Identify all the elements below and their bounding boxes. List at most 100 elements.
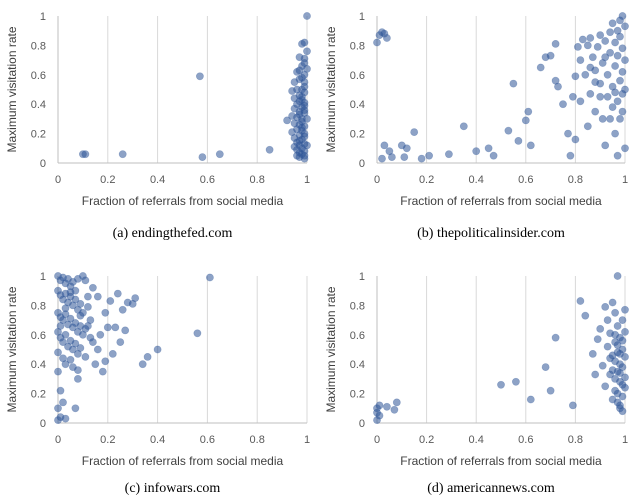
x-tick-label-5: 1: [622, 434, 628, 446]
x-tick-label-1: 0.2: [100, 174, 115, 186]
data-point: [611, 330, 619, 339]
caption-d: (d) americannews.com: [427, 481, 555, 496]
data-point: [586, 34, 595, 42]
data-point: [295, 97, 304, 106]
data-point: [583, 122, 592, 131]
y-tick-label-4: 0.8: [350, 300, 365, 312]
y-tick-label-1: 0.2: [350, 129, 365, 141]
data-point: [193, 329, 202, 338]
data-point: [611, 308, 619, 317]
data-point: [138, 360, 147, 369]
y-tick-label-5: 1: [40, 271, 46, 283]
data-point: [613, 51, 622, 60]
data-point: [66, 314, 75, 323]
data-point: [621, 56, 629, 64]
data-point: [303, 115, 311, 123]
y-tick-label-1: 0.2: [31, 389, 46, 401]
data-point: [601, 141, 610, 150]
y-tick-label-3: 0.6: [31, 70, 46, 82]
x-axis-label: Fraction of referrals from social media: [82, 194, 284, 208]
x-axis-label: Fraction of referrals from social media: [400, 194, 602, 208]
data-point: [601, 37, 610, 45]
caption-c: (c) infowars.com: [125, 481, 221, 496]
data-point: [81, 352, 90, 361]
data-point: [576, 56, 585, 64]
data-point: [400, 153, 409, 161]
data-point: [616, 16, 624, 25]
data-point: [93, 292, 102, 301]
x-tick-label-5: 1: [622, 174, 628, 186]
data-point: [588, 349, 597, 358]
data-point: [66, 355, 75, 364]
data-point: [564, 129, 572, 138]
data-point: [61, 304, 70, 313]
data-point: [586, 63, 595, 72]
y-tick-label-0: 0: [40, 418, 46, 430]
data-point: [89, 283, 97, 292]
y-tick-label-5: 1: [359, 271, 365, 283]
data-point: [616, 349, 624, 358]
panel-b: 0 0.2 0.4 0.6 0.8 1 0 0.2 0.4 0.6 0.8 1 Fraction of …: [324, 11, 629, 241]
data-point: [618, 316, 627, 324]
data-point: [504, 126, 513, 135]
x-tick-label-2: 0.4: [150, 434, 165, 446]
data-point: [98, 367, 107, 376]
data-point: [108, 349, 117, 358]
data-point: [71, 295, 80, 304]
data-point: [606, 28, 614, 37]
data-point: [621, 144, 629, 153]
data-point: [61, 360, 70, 369]
y-tick-label-2: 0.4: [31, 99, 46, 111]
data-point: [143, 352, 152, 361]
data-point: [616, 76, 624, 85]
data-point: [611, 129, 619, 138]
data-point: [521, 116, 530, 125]
data-point: [551, 333, 560, 342]
data-point: [111, 323, 120, 332]
y-tick-label-4: 0.8: [31, 300, 46, 312]
data-point: [387, 153, 396, 161]
data-point: [621, 383, 629, 392]
data-point: [603, 70, 612, 79]
data-point: [298, 85, 306, 94]
panel-a: 0 0.2 0.4 0.6 0.8 1 0 0.2 0.4 0.6 0.8 1 Fraction of …: [5, 11, 311, 241]
data-point: [586, 90, 595, 98]
y-axis-label: Maximum visitation rate: [5, 286, 19, 412]
data-point: [613, 367, 622, 376]
y-tick-label-0: 0: [359, 158, 365, 170]
y-tick-label-5: 1: [40, 11, 46, 23]
data-point: [300, 101, 309, 110]
data-point: [608, 351, 617, 360]
data-point: [603, 92, 612, 101]
data-point: [603, 316, 612, 324]
x-tick-label-0: 0: [374, 174, 380, 186]
data-point: [484, 144, 493, 153]
data-point: [61, 330, 70, 339]
data-point: [71, 339, 80, 348]
x-tick-label-4: 0.8: [568, 434, 583, 446]
x-tick-label-2: 0.4: [150, 174, 165, 186]
data-point: [526, 141, 535, 150]
data-point: [546, 51, 555, 60]
data-point: [76, 344, 85, 352]
data-point: [66, 288, 75, 297]
y-tick-label-2: 0.4: [31, 359, 46, 371]
y-tick-label-3: 0.6: [31, 330, 46, 342]
data-point: [472, 147, 481, 156]
y-tick-label-3: 0.6: [350, 70, 365, 82]
data-point: [76, 299, 85, 308]
data-point: [569, 401, 577, 410]
data-point: [606, 370, 614, 379]
data-point: [618, 68, 627, 76]
data-point: [554, 82, 562, 91]
data-point: [576, 97, 585, 106]
y-axis-label: Maximum visitation rate: [5, 26, 19, 152]
data-point: [618, 44, 627, 53]
data-point: [300, 59, 309, 67]
y-tick-label-1: 0.2: [350, 389, 365, 401]
data-point: [616, 32, 624, 41]
data-point: [621, 305, 629, 314]
data-point: [618, 392, 627, 401]
data-point: [536, 63, 545, 72]
